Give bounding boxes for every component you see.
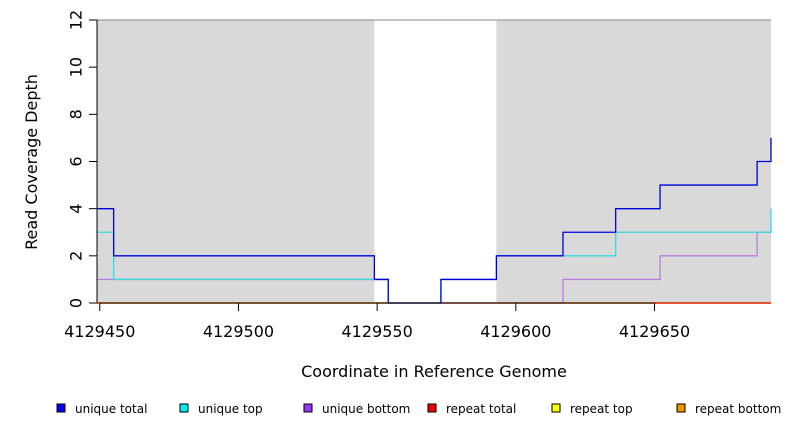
x-tick-label: 4129600 [480,322,551,341]
y-tick-label: 12 [67,10,86,30]
x-tick-label: 4129550 [342,322,413,341]
legend-label: unique bottom [322,402,410,416]
legend-swatch [303,403,313,413]
legend-label: unique top [198,402,263,416]
y-tick-label: 10 [67,57,86,77]
axes: 0 2 4 6 8 10 12 4129450 4129500 4129550 4129600 412… [64,10,690,341]
legend-swatch [676,403,686,413]
y-tick-label: 8 [67,109,86,119]
x-tick-label: 4129650 [619,322,690,341]
legend-label: repeat total [446,402,516,416]
x-tick-label: 4129500 [203,322,274,341]
legend-swatch [551,403,561,413]
series-line-unique-total [97,137,772,304]
x-axis-label: Coordinate in Reference Genome [301,362,567,381]
shaded-region-0 [97,20,375,303]
y-axis-label: Read Coverage Depth [22,74,41,250]
legend-label: repeat top [570,402,633,416]
shaded-region-1 [496,20,771,303]
y-tick-label: 6 [67,156,86,166]
legend: unique total unique top unique bottom repea… [56,402,781,416]
y-tick-label: 2 [67,251,86,261]
legend-swatch [179,403,189,413]
legend-swatch [56,403,66,413]
x-tick-label: 4129450 [64,322,135,341]
legend-swatch [427,403,437,413]
shaded-regions [97,20,771,303]
legend-label: repeat bottom [695,402,781,416]
y-tick-label: 4 [67,204,86,214]
legend-label: unique total [75,402,147,416]
y-tick-label: 0 [67,298,86,308]
